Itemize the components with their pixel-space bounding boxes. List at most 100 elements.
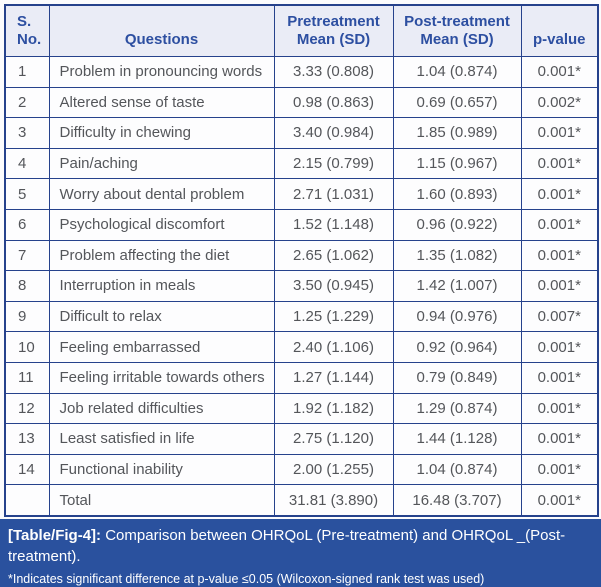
cell-pvalue: 0.001*	[520, 117, 599, 149]
cell-pvalue: 0.001*	[520, 270, 599, 302]
cell-question: Job related difficulties	[48, 392, 275, 425]
cell-pretreatment: 2.65 (1.062)	[273, 239, 394, 272]
cell-posttreatment: 0.69 (0.657)	[392, 86, 522, 119]
cell-question: Functional inability	[48, 453, 275, 486]
cell-posttreatment: 1.42 (1.007)	[392, 270, 522, 302]
figure-caption-band: [Table/Fig-4]: Comparison between OHRQoL…	[0, 518, 601, 587]
ohrqol-comparison-table: S. No. Questions Pretreatment Mean (SD) …	[4, 4, 599, 517]
cell-question: Psychological discomfort	[48, 208, 275, 241]
table-row: 7 Problem affecting the diet 2.65 (1.062…	[4, 239, 599, 272]
table-row: 5 Worry about dental problem 2.71 (1.031…	[4, 178, 599, 210]
cell-question: Difficult to relax	[48, 300, 275, 333]
table-row: 12 Job related difficulties 1.92 (1.182)…	[4, 392, 599, 425]
cell-pretreatment: 2.75 (1.120)	[273, 423, 394, 455]
cell-serial-number: 7	[4, 239, 50, 272]
cell-pvalue: 0.001*	[520, 56, 599, 88]
cell-pvalue: 0.001*	[520, 361, 599, 394]
cell-pvalue: 0.002*	[520, 86, 599, 119]
cell-pretreatment: 2.15 (0.799)	[273, 147, 394, 180]
cell-serial-number: 3	[4, 117, 50, 149]
cell-serial-number: 8	[4, 270, 50, 302]
cell-question: Problem in pronouncing words	[48, 56, 275, 88]
cell-serial-number: 1	[4, 56, 50, 88]
table-row: 4 Pain/aching 2.15 (0.799) 1.15 (0.967) …	[4, 147, 599, 180]
cell-serial-number: 9	[4, 300, 50, 333]
cell-serial-number: 13	[4, 423, 50, 455]
cell-pretreatment: 3.40 (0.984)	[273, 117, 394, 149]
table-row: 11 Feeling irritable towards others 1.27…	[4, 361, 599, 394]
cell-pvalue: 0.001*	[520, 423, 599, 455]
cell-posttreatment: 1.15 (0.967)	[392, 147, 522, 180]
cell-pretreatment: 2.40 (1.106)	[273, 331, 394, 363]
cell-pvalue: 0.001*	[520, 147, 599, 180]
figure-caption: [Table/Fig-4]: Comparison between OHRQoL…	[8, 526, 591, 567]
table-row: 8 Interruption in meals 3.50 (0.945) 1.4…	[4, 270, 599, 302]
cell-pretreatment: 3.50 (0.945)	[273, 270, 394, 302]
cell-serial-number: 5	[4, 178, 50, 210]
figure-caption-text: Comparison between OHRQoL (Pre-treatment…	[8, 526, 566, 565]
table-body: 1 Problem in pronouncing words 3.33 (0.8…	[4, 56, 599, 517]
cell-posttreatment: 1.44 (1.128)	[392, 423, 522, 455]
cell-pretreatment: 1.52 (1.148)	[273, 208, 394, 241]
cell-pvalue: 0.001*	[520, 484, 599, 517]
header-row: S. No. Questions Pretreatment Mean (SD) …	[4, 4, 599, 57]
cell-posttreatment: 0.79 (0.849)	[392, 361, 522, 394]
cell-pvalue: 0.001*	[520, 392, 599, 425]
cell-posttreatment: 0.92 (0.964)	[392, 331, 522, 363]
cell-pretreatment: 1.25 (1.229)	[273, 300, 394, 333]
cell-question: Feeling irritable towards others	[48, 361, 275, 394]
col-header-questions: Questions	[48, 4, 275, 57]
cell-serial-number	[4, 484, 50, 517]
table-row: 3 Difficulty in chewing 3.40 (0.984) 1.8…	[4, 117, 599, 149]
cell-pvalue: 0.001*	[520, 453, 599, 486]
cell-posttreatment: 0.94 (0.976)	[392, 300, 522, 333]
cell-pvalue: 0.001*	[520, 331, 599, 363]
cell-pvalue: 0.001*	[520, 239, 599, 272]
table-row: Total 31.81 (3.890) 16.48 (3.707) 0.001*	[4, 484, 599, 517]
cell-serial-number: 12	[4, 392, 50, 425]
cell-posttreatment: 1.85 (0.989)	[392, 117, 522, 149]
cell-pretreatment: 3.33 (0.808)	[273, 56, 394, 88]
cell-question: Interruption in meals	[48, 270, 275, 302]
figure-caption-label: [Table/Fig-4]:	[8, 526, 102, 544]
cell-posttreatment: 1.04 (0.874)	[392, 453, 522, 486]
table-header: S. No. Questions Pretreatment Mean (SD) …	[4, 4, 599, 57]
cell-question: Worry about dental problem	[48, 178, 275, 210]
cell-pvalue: 0.001*	[520, 178, 599, 210]
col-header-serial-number: S. No.	[4, 4, 50, 57]
table-row: 1 Problem in pronouncing words 3.33 (0.8…	[4, 56, 599, 88]
cell-pretreatment: 1.92 (1.182)	[273, 392, 394, 425]
cell-pretreatment: 31.81 (3.890)	[273, 484, 394, 517]
cell-posttreatment: 1.04 (0.874)	[392, 56, 522, 88]
cell-question: Pain/aching	[48, 147, 275, 180]
cell-pretreatment: 2.71 (1.031)	[273, 178, 394, 210]
cell-pretreatment: 1.27 (1.144)	[273, 361, 394, 394]
cell-pretreatment: 0.98 (0.863)	[273, 86, 394, 119]
cell-question: Problem affecting the diet	[48, 239, 275, 272]
significance-footnote: *Indicates significant difference at p-v…	[8, 572, 485, 587]
cell-posttreatment: 0.96 (0.922)	[392, 208, 522, 241]
table-row: 13 Least satisfied in life 2.75 (1.120) …	[4, 423, 599, 455]
cell-serial-number: 2	[4, 86, 50, 119]
table-row: 14 Functional inability 2.00 (1.255) 1.0…	[4, 453, 599, 486]
cell-question: Difficulty in chewing	[48, 117, 275, 149]
cell-pretreatment: 2.00 (1.255)	[273, 453, 394, 486]
cell-question: Total	[48, 484, 275, 517]
table-row: 2 Altered sense of taste 0.98 (0.863) 0.…	[4, 86, 599, 119]
cell-posttreatment: 1.29 (0.874)	[392, 392, 522, 425]
table-row: 10 Feeling embarrassed 2.40 (1.106) 0.92…	[4, 331, 599, 363]
cell-pvalue: 0.001*	[520, 208, 599, 241]
cell-serial-number: 4	[4, 147, 50, 180]
cell-serial-number: 14	[4, 453, 50, 486]
cell-serial-number: 6	[4, 208, 50, 241]
cell-question: Altered sense of taste	[48, 86, 275, 119]
cell-posttreatment: 16.48 (3.707)	[392, 484, 522, 517]
table-row: 6 Psychological discomfort 1.52 (1.148) …	[4, 208, 599, 241]
cell-question: Least satisfied in life	[48, 423, 275, 455]
cell-pvalue: 0.007*	[520, 300, 599, 333]
col-header-pretreatment: Pretreatment Mean (SD)	[273, 4, 394, 57]
cell-serial-number: 11	[4, 361, 50, 394]
cell-posttreatment: 1.60 (0.893)	[392, 178, 522, 210]
col-header-pvalue: p-value	[520, 4, 599, 57]
